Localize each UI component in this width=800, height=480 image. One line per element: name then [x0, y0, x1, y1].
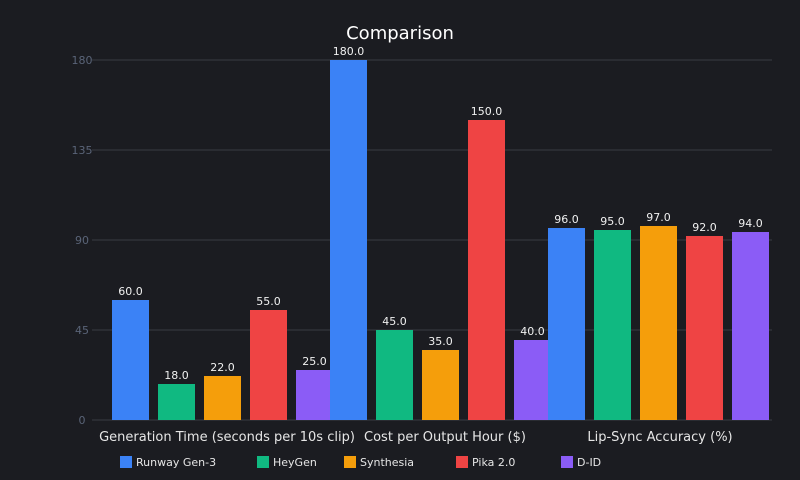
legend-item: Runway Gen-3: [120, 456, 216, 469]
y-tick-label: 90: [75, 234, 89, 247]
x-category-label: Lip-Sync Accuracy (%): [587, 430, 732, 445]
bar: [594, 230, 631, 420]
legend-label: Pika 2.0: [472, 456, 515, 469]
legend-swatch: [456, 456, 468, 468]
bar: [468, 120, 505, 420]
legend: Runway Gen-3 HeyGen Synthesia Pika 2.0 D-ID: [120, 456, 601, 469]
bar-value-label: 180.0: [333, 45, 365, 58]
bar-value-label: 40.0: [520, 325, 545, 338]
y-tick-label: 45: [75, 324, 89, 337]
bar-value-label: 150.0: [471, 105, 503, 118]
bar: [686, 236, 723, 420]
x-category-label: Generation Time (seconds per 10s clip): [99, 430, 355, 445]
legend-swatch: [344, 456, 356, 468]
bar: [732, 232, 769, 420]
bar: [158, 384, 195, 420]
legend-swatch: [561, 456, 573, 468]
legend-swatch: [257, 456, 269, 468]
legend-label: Runway Gen-3: [136, 456, 216, 469]
bar: [640, 226, 677, 420]
y-axis-ticks: 0 45 90 135 180: [72, 54, 93, 427]
legend-label: Synthesia: [360, 456, 414, 469]
bar: [376, 330, 413, 420]
bar-value-label: 22.0: [210, 361, 235, 374]
bar: [422, 350, 459, 420]
chart-title: Comparison: [346, 23, 454, 44]
bar-value-label: 18.0: [164, 369, 189, 382]
bar-value-label: 97.0: [646, 211, 671, 224]
y-tick-label: 135: [72, 144, 93, 157]
bar: [330, 60, 367, 420]
bar-value-label: 55.0: [256, 295, 281, 308]
bar-value-label: 25.0: [302, 355, 327, 368]
legend-item: HeyGen: [257, 456, 317, 469]
legend-item: Synthesia: [344, 456, 414, 469]
bar-value-label: 45.0: [382, 315, 407, 328]
bars: [112, 60, 769, 420]
legend-swatch: [120, 456, 132, 468]
y-tick-label: 180: [72, 54, 93, 67]
bar-value-label: 60.0: [118, 285, 143, 298]
bar: [250, 310, 287, 420]
bar: [514, 340, 551, 420]
bar: [296, 370, 333, 420]
bar-value-label: 95.0: [600, 215, 625, 228]
bar: [548, 228, 585, 420]
legend-label: HeyGen: [273, 456, 317, 469]
legend-item: D-ID: [561, 456, 601, 469]
x-category-label: Cost per Output Hour ($): [364, 430, 526, 445]
bar: [204, 376, 241, 420]
bar-value-label: 35.0: [428, 335, 453, 348]
x-axis-categories: Generation Time (seconds per 10s clip) Co…: [99, 430, 733, 445]
bar-value-label: 94.0: [738, 217, 763, 230]
value-labels: 60.0 18.0 22.0 55.0 25.0 180.0 45.0 35.0 150.0 40…: [118, 45, 763, 382]
legend-label: D-ID: [577, 456, 601, 469]
bar-value-label: 92.0: [692, 221, 717, 234]
bar: [112, 300, 149, 420]
bar-value-label: 96.0: [554, 213, 579, 226]
y-tick-label: 0: [79, 414, 86, 427]
legend-item: Pika 2.0: [456, 456, 515, 469]
